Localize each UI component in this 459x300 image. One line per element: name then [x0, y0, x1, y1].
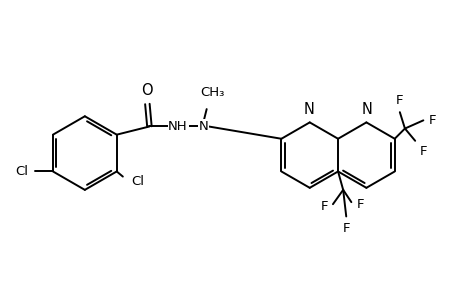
Text: F: F [356, 198, 363, 211]
Text: F: F [342, 222, 349, 235]
Text: NH: NH [168, 120, 187, 133]
Text: CH₃: CH₃ [200, 86, 224, 99]
Text: F: F [395, 94, 403, 107]
Text: F: F [319, 200, 327, 213]
Text: N: N [198, 120, 208, 133]
Text: Cl: Cl [131, 175, 144, 188]
Text: Cl: Cl [16, 165, 28, 178]
Text: F: F [427, 114, 435, 127]
Text: N: N [302, 102, 313, 117]
Text: F: F [418, 145, 426, 158]
Text: O: O [141, 83, 153, 98]
Text: N: N [361, 102, 372, 117]
